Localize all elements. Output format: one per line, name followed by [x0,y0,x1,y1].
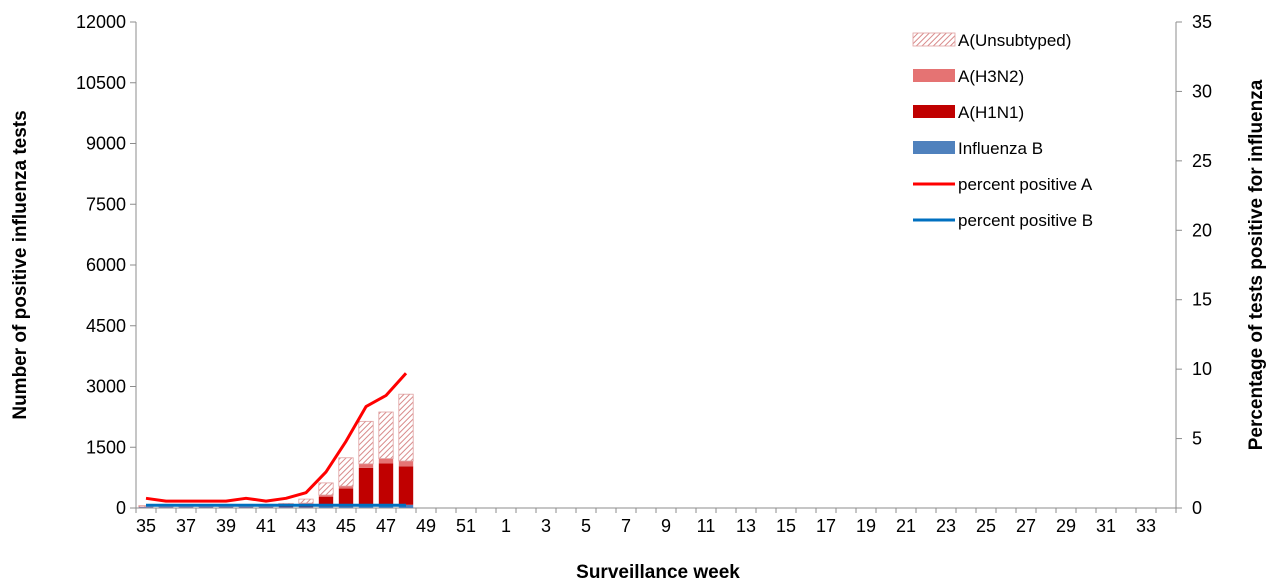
x-tick-label: 37 [176,516,196,536]
bar-influenza-b [358,506,374,508]
x-tick-label: 15 [776,516,796,536]
legend-label-percent-positive-b: percent positive B [958,211,1093,230]
bar-a-h3n2 [398,461,414,467]
bar-influenza-b [238,507,254,508]
tick-labels: 0 1500 3000 4500 6000 7500 9000 10500 12000 0 5 10 1… [76,12,1212,536]
bar-a-h1n1 [358,467,374,507]
bar-a-h3n2 [358,463,374,468]
y-tick-label: 9000 [86,134,126,154]
bar-a-unsubtyped [338,457,354,487]
x-tick-label: 11 [697,516,716,536]
x-tick-label: 1 [501,516,511,536]
bar-a-unsubtyped [398,393,414,462]
bar-a-h1n1 [398,466,414,505]
bar-influenza-b [318,506,334,508]
x-tick-label: 39 [216,516,236,536]
y-tick-label: 10500 [76,73,126,93]
x-tick-label: 21 [896,516,916,536]
x-tick-label: 27 [1016,516,1036,536]
bar-a-h3n2 [378,458,394,464]
legend-label-a-h1n1: A(H1N1) [958,103,1024,122]
x-tick-label: 9 [661,516,671,536]
bar-influenza-b [338,506,354,508]
y2-tick-label: 35 [1192,12,1212,32]
x-tick-label: 17 [816,516,836,536]
x-tick-label: 47 [376,516,396,536]
legend-label-a-unsubtyped: A(Unsubtyped) [958,31,1071,50]
legend-swatch-a-h3n2 [913,69,955,82]
y2-tick-label: 25 [1192,151,1212,171]
y-tick-label: 3000 [86,377,126,397]
bar-influenza-b [178,507,194,508]
x-tick-label: 49 [416,516,436,536]
bar-influenza-b [258,507,274,508]
bar-a-h3n2 [318,495,334,497]
y2-tick-label: 5 [1192,429,1202,449]
x-tick-label: 33 [1136,516,1156,536]
bar-influenza-b [158,507,174,508]
x-tick-label: 45 [336,516,356,536]
legend: A(Unsubtyped) A(H3N2) A(H1N1) Influenza B pe… [912,31,1093,230]
bar-a-h3n2 [298,503,314,504]
bar-influenza-b [138,507,154,508]
bar-a-h1n1 [318,496,334,507]
axes [130,21,1182,513]
x-tick-label: 41 [256,516,276,536]
legend-swatch-a-h1n1 [913,105,955,118]
y2-tick-label: 10 [1192,359,1212,379]
x-tick-label: 31 [1096,516,1116,536]
x-axis-title: Surveillance week [576,562,740,583]
x-tick-label: 35 [136,516,156,536]
lines [145,372,408,507]
y-tick-label: 6000 [86,255,126,275]
y2-tick-label: 15 [1192,290,1212,310]
bar-a-unsubtyped [298,498,314,504]
x-tick-label: 51 [456,516,476,536]
y-tick-label: 12000 [76,12,126,32]
x-tick-label: 19 [856,516,876,536]
y-tick-label: 0 [116,498,126,518]
y-axis-title: Number of positive influenza tests [10,110,31,419]
bar-a-h1n1 [378,463,394,506]
x-tick-label: 43 [296,516,316,536]
legend-label-influenza-b: Influenza B [958,139,1043,158]
y-tick-label: 4500 [86,316,126,336]
y-tick-label: 1500 [86,437,126,457]
bar-influenza-b [198,507,214,508]
x-tick-label: 23 [936,516,956,536]
bar-a-h3n2 [338,486,354,489]
bar-a-h1n1 [338,488,354,507]
y2-tick-label: 20 [1192,220,1212,240]
x-tick-label: 5 [581,516,591,536]
bar-influenza-b [298,507,314,508]
x-tick-label: 25 [976,516,996,536]
bar-a-unsubtyped [358,420,374,465]
bars [138,393,414,508]
y2-tick-label: 30 [1192,81,1212,101]
y2-tick-label: 0 [1192,498,1202,518]
legend-swatch-a-unsubtyped [912,32,956,47]
x-tick-label: 7 [621,516,631,536]
legend-label-percent-positive-a: percent positive A [958,175,1093,194]
y2-axis-title: Percentage of tests positive for influen… [1246,79,1267,450]
line-percent-positive-a [145,372,408,503]
bar-influenza-b [378,505,394,508]
bar-a-unsubtyped [378,411,394,459]
y-tick-label: 7500 [86,194,126,214]
x-tick-label: 13 [736,516,756,536]
bar-influenza-b [218,507,234,508]
bar-a-unsubtyped [318,482,334,496]
legend-label-a-h3n2: A(H3N2) [958,67,1024,86]
x-tick-label: 3 [541,516,551,536]
bar-influenza-b [278,507,294,508]
x-tick-label: 29 [1056,516,1076,536]
legend-swatch-influenza-b [913,141,955,154]
